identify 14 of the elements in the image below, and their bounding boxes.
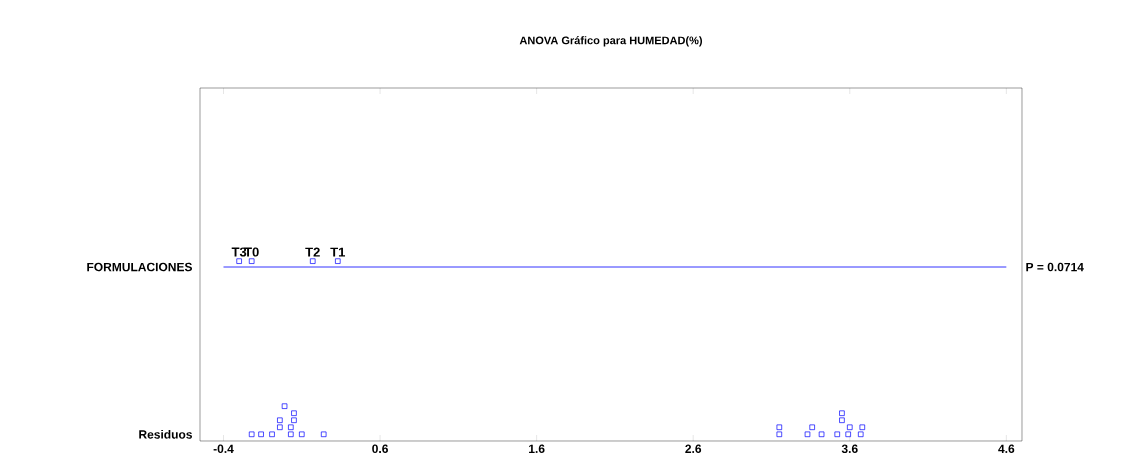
y-tick-label: Residuos [139, 429, 192, 439]
x-tick-label: 2.6 [685, 444, 702, 454]
data-label: T0 [244, 247, 259, 257]
text: P = 0.0714 [1026, 262, 1084, 272]
chart-title: ANOVA Gráfico para HUMEDAD(%) [519, 36, 703, 47]
y-tick-label: FORMULACIONES [87, 262, 192, 272]
x-tick-label: 0.6 [372, 444, 388, 454]
x-tick-label: -0.4 [213, 444, 234, 454]
data-label: T3 [231, 247, 247, 257]
data-label: T1 [330, 247, 346, 257]
x-tick-label: 3.6 [841, 444, 858, 454]
data-label: T2 [305, 247, 320, 257]
x-tick-label: 1.6 [529, 444, 545, 454]
x-tick-label: 4.6 [998, 444, 1015, 454]
